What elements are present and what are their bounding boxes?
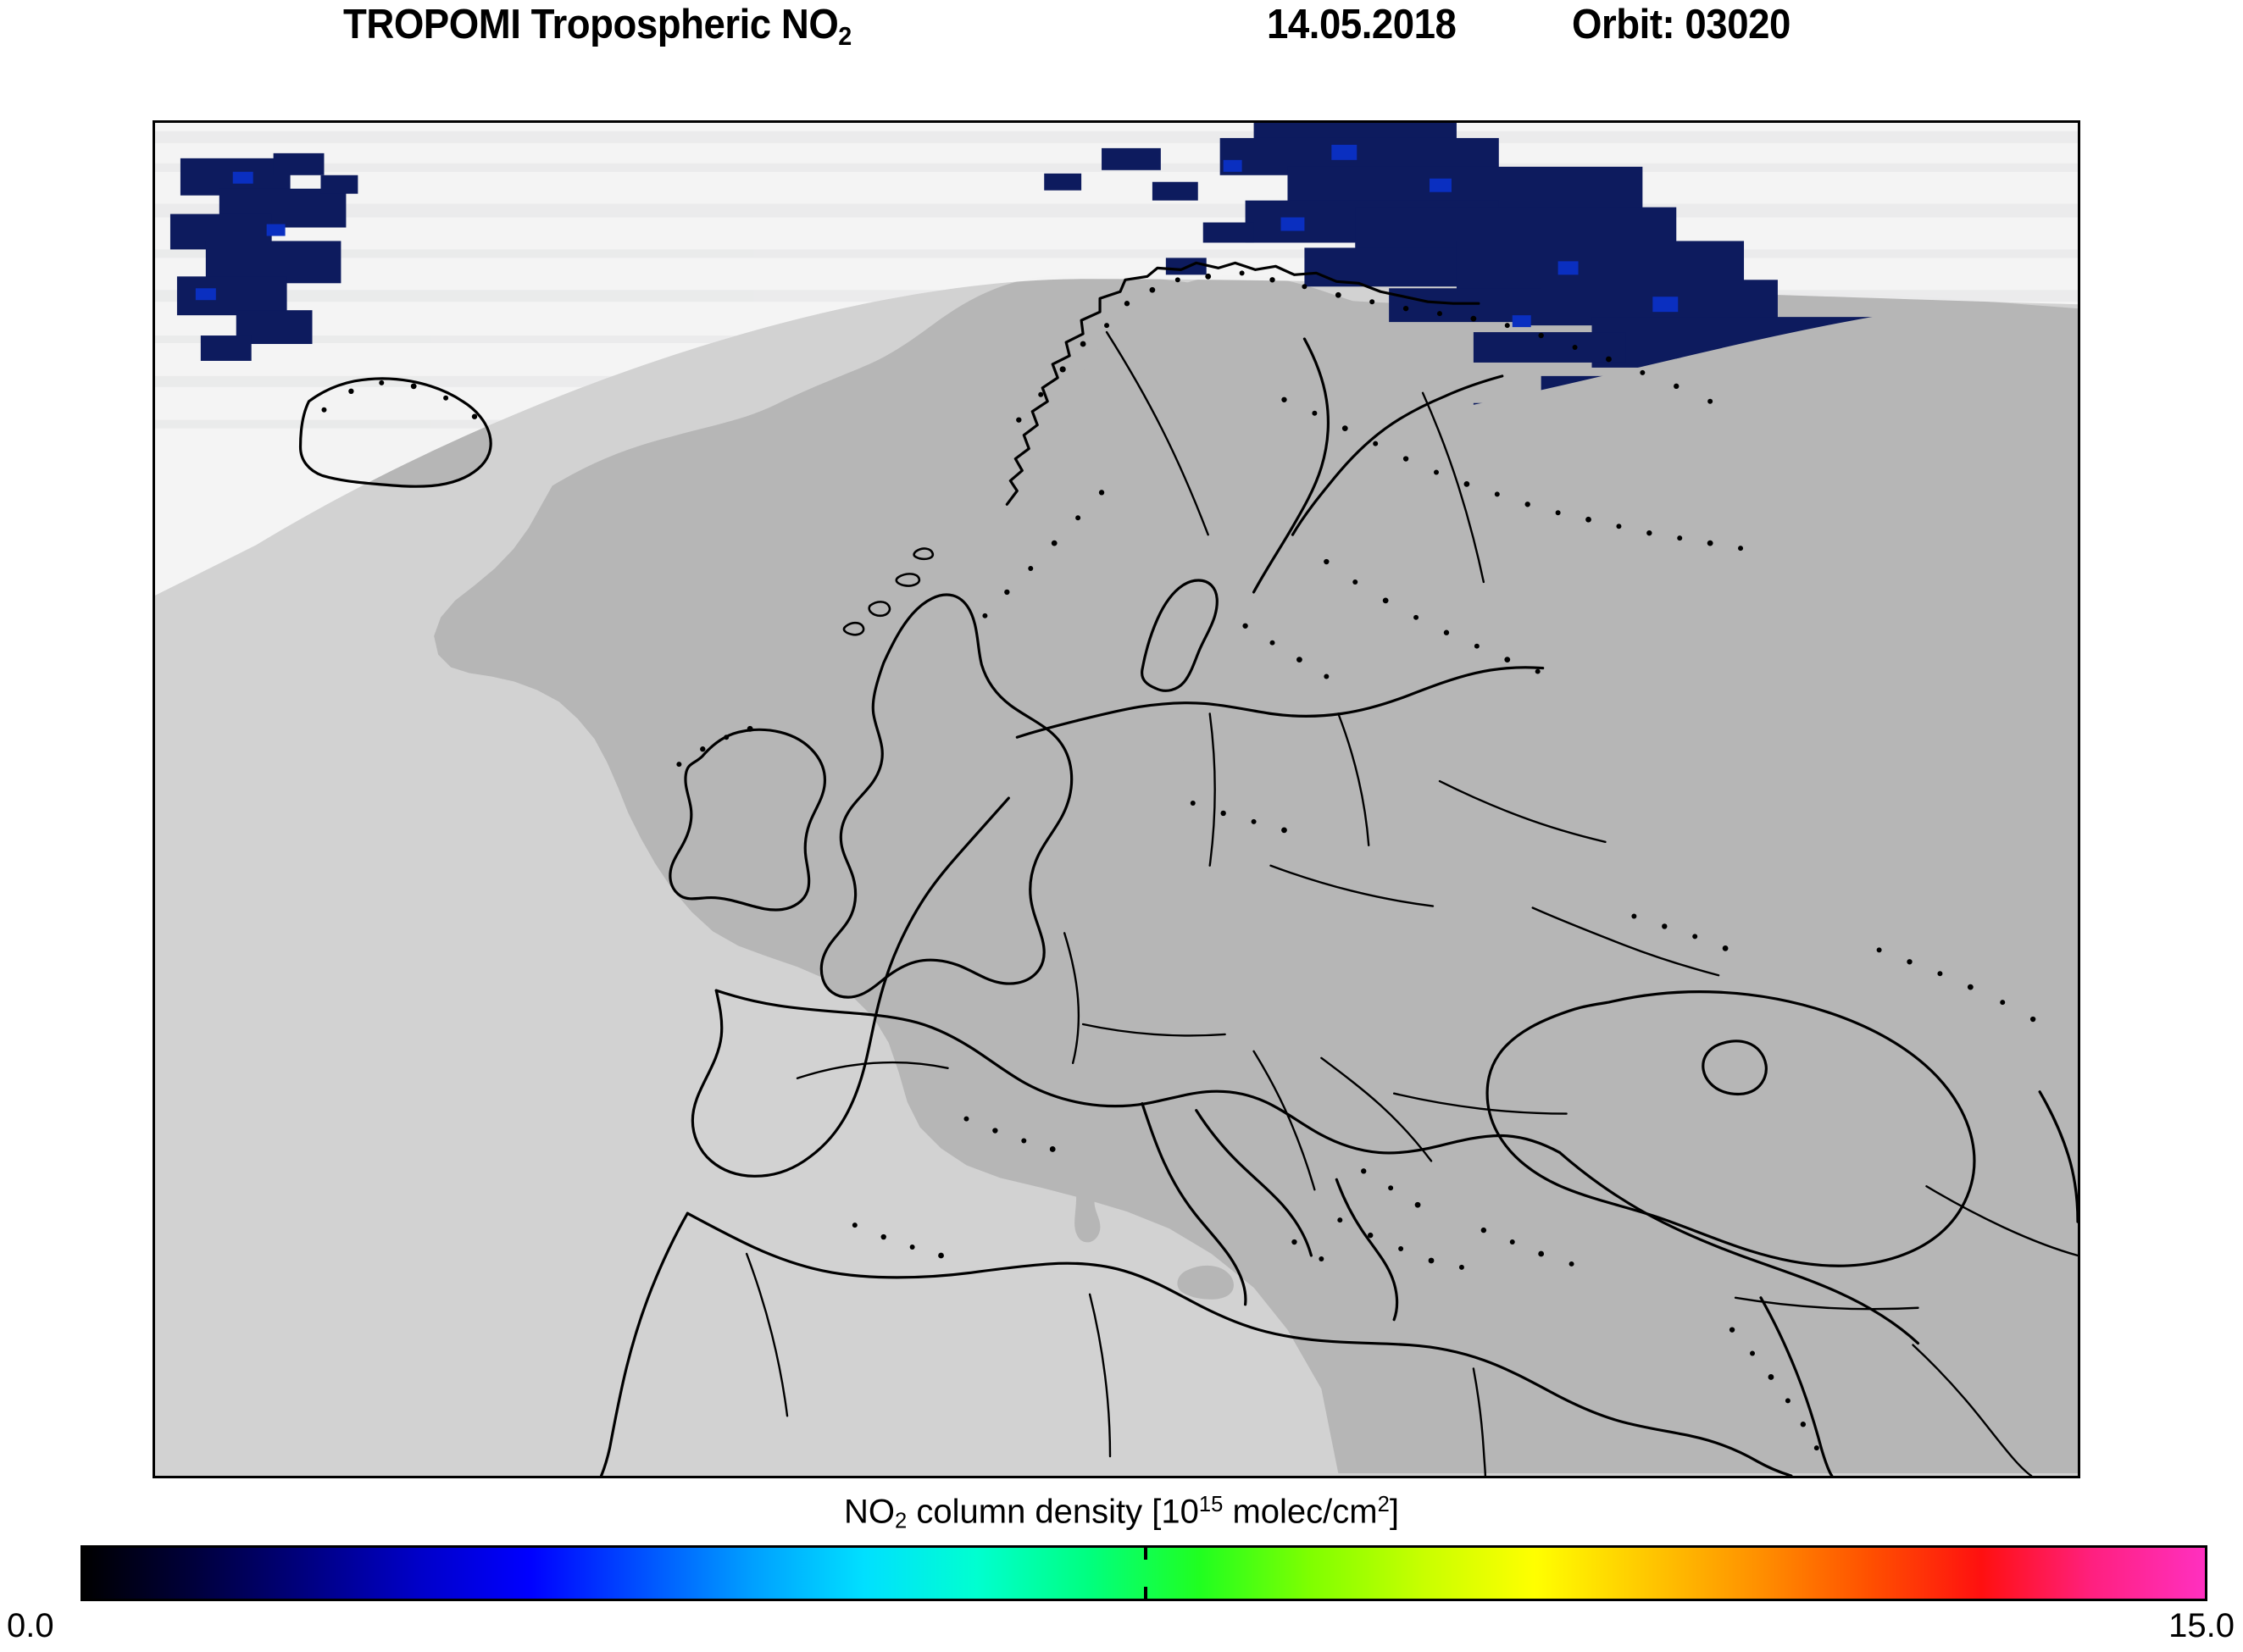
coastline-iberia-atlantic xyxy=(691,796,1010,1178)
coastline-layer xyxy=(298,261,2078,1476)
page-title-text: TROPOMI Tropospheric NO xyxy=(343,2,839,47)
no2-pixels-primary xyxy=(1044,123,2078,434)
colorbar-label-bracket: ] xyxy=(1389,1493,1399,1531)
coastline-north-africa xyxy=(686,1211,1793,1476)
coastline-greece xyxy=(1335,1178,1399,1322)
border-balkans-b xyxy=(1320,1056,1433,1162)
landmass-corsica-sardinia xyxy=(1074,1159,1101,1243)
border-germany-poland xyxy=(1208,712,1216,867)
coastline-great-britain xyxy=(819,593,1074,999)
observation-date: 14.05.2018 xyxy=(1267,2,1457,47)
border-belarus-russia xyxy=(1438,779,1607,844)
colorbar-label-units-exponent: 2 xyxy=(1377,1493,1390,1516)
landmass-great-britain xyxy=(821,595,1072,998)
land-layer xyxy=(300,274,2078,1474)
border-iraq-saudi xyxy=(1912,1344,2033,1476)
coastline-baltic xyxy=(1291,374,1504,536)
colorbar-max-label: 15.0 xyxy=(2168,1607,2235,1644)
border-france-germany xyxy=(1063,932,1080,1065)
coastline-ireland xyxy=(669,728,826,912)
border-france-spain xyxy=(796,1061,949,1079)
border-balkans-a xyxy=(1252,1050,1316,1191)
coastline-crimea xyxy=(1702,1039,1768,1096)
coastline-denmark xyxy=(1141,579,1219,692)
landmass-crete xyxy=(1393,1294,1464,1317)
colorbar[interactable] xyxy=(81,1545,2207,1601)
country-border-layer xyxy=(745,330,2078,1476)
landmass-sicily xyxy=(1177,1265,1234,1300)
landmass-cyprus xyxy=(1664,1291,1704,1311)
coastline-black-sea xyxy=(1485,990,1976,1267)
colorbar-label-units: molec/cm xyxy=(1223,1493,1378,1531)
border-poland-ukraine xyxy=(1269,864,1435,907)
border-libya-egypt xyxy=(1472,1367,1487,1476)
border-finland-russia xyxy=(1421,391,1485,584)
map-canvas[interactable] xyxy=(155,123,2078,1476)
colorbar-min-label: 0.0 xyxy=(7,1607,54,1644)
colorbar-tick-mid-top xyxy=(1144,1548,1147,1560)
coastline-anatolia xyxy=(1558,1150,1920,1345)
coastline-levant xyxy=(1759,1296,1834,1476)
coastline-morocco-atlantic xyxy=(600,1211,689,1476)
coastal-island-speckle xyxy=(321,270,2036,1451)
coastline-gulf-bothnia xyxy=(1252,337,1330,594)
landmass-scandinavia xyxy=(983,274,1484,791)
coastline-iceland xyxy=(298,377,492,488)
no2-pixels-northwest xyxy=(169,152,358,361)
coastline-norway xyxy=(1005,261,1480,506)
border-turkey-syria xyxy=(1734,1296,1919,1311)
coastline-caspian xyxy=(2038,1090,2078,1223)
colorbar-label-subscript: 2 xyxy=(895,1509,908,1533)
border-alps xyxy=(1081,1023,1226,1037)
colorbar-axis-label: NO2 column density [1015 molec/cm2] xyxy=(0,1484,2243,1542)
coastline-north-european-plain xyxy=(1015,666,1545,739)
landmass-eurasia xyxy=(434,274,2078,1474)
no2-data-layer xyxy=(1044,123,2078,434)
colorbar-label-exponent: 15 xyxy=(1198,1493,1224,1516)
border-romania-bulgaria xyxy=(1392,1092,1568,1115)
coastline-italy xyxy=(1141,1102,1247,1306)
border-ukraine-russia xyxy=(1531,906,1720,977)
map-panel[interactable] xyxy=(153,120,2080,1478)
border-algeria-morocco xyxy=(745,1252,789,1417)
header-bar: TROPOMI Tropospheric NO2 14.05.2018 Orbi… xyxy=(0,0,2243,59)
coastline-adriatic xyxy=(1195,1109,1313,1257)
orbit-number: Orbit: 03020 xyxy=(1572,2,1791,47)
colorbar-tick-mid-bottom xyxy=(1144,1587,1147,1599)
border-baltic-states xyxy=(1337,712,1370,846)
colorbar-label-mid: column density [10 xyxy=(907,1493,1199,1531)
page-title: TROPOMI Tropospheric NO2 xyxy=(343,3,852,58)
landmass-ireland xyxy=(669,729,825,911)
border-algeria-tunisia xyxy=(1088,1293,1112,1458)
page-title-subscript: 2 xyxy=(838,21,852,52)
border-sweden-norway xyxy=(1105,330,1209,536)
border-caucasus xyxy=(1925,1185,2078,1257)
coastline-scottish-isles xyxy=(842,547,935,636)
colorbar-label-prefix: NO xyxy=(844,1493,896,1531)
